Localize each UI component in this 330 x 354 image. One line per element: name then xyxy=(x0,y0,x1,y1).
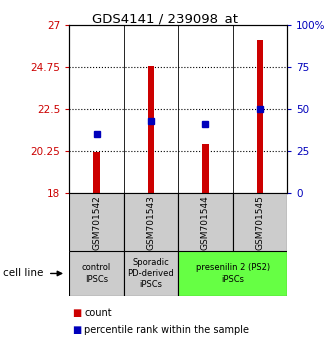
Text: ■: ■ xyxy=(73,325,82,335)
Bar xyxy=(202,144,209,193)
Text: ■: ■ xyxy=(73,308,82,318)
Text: GSM701545: GSM701545 xyxy=(255,195,264,250)
Bar xyxy=(257,40,263,193)
Text: control
IPSCs: control IPSCs xyxy=(82,263,111,284)
Bar xyxy=(124,251,178,296)
Bar xyxy=(69,193,124,251)
Bar xyxy=(178,193,233,251)
Text: GSM701544: GSM701544 xyxy=(201,195,210,250)
Bar xyxy=(233,193,287,251)
Bar xyxy=(178,251,287,296)
Bar xyxy=(69,251,124,296)
Text: presenilin 2 (PS2)
iPSCs: presenilin 2 (PS2) iPSCs xyxy=(196,263,270,284)
Text: Sporadic
PD-derived
iPSCs: Sporadic PD-derived iPSCs xyxy=(128,258,174,289)
Bar xyxy=(124,193,178,251)
Text: percentile rank within the sample: percentile rank within the sample xyxy=(84,325,249,335)
Text: GSM701542: GSM701542 xyxy=(92,195,101,250)
Text: cell line: cell line xyxy=(3,268,44,279)
Bar xyxy=(93,152,100,193)
Text: GDS4141 / 239098_at: GDS4141 / 239098_at xyxy=(92,12,238,25)
Text: count: count xyxy=(84,308,112,318)
Bar xyxy=(148,66,154,193)
Text: GSM701543: GSM701543 xyxy=(147,195,155,250)
